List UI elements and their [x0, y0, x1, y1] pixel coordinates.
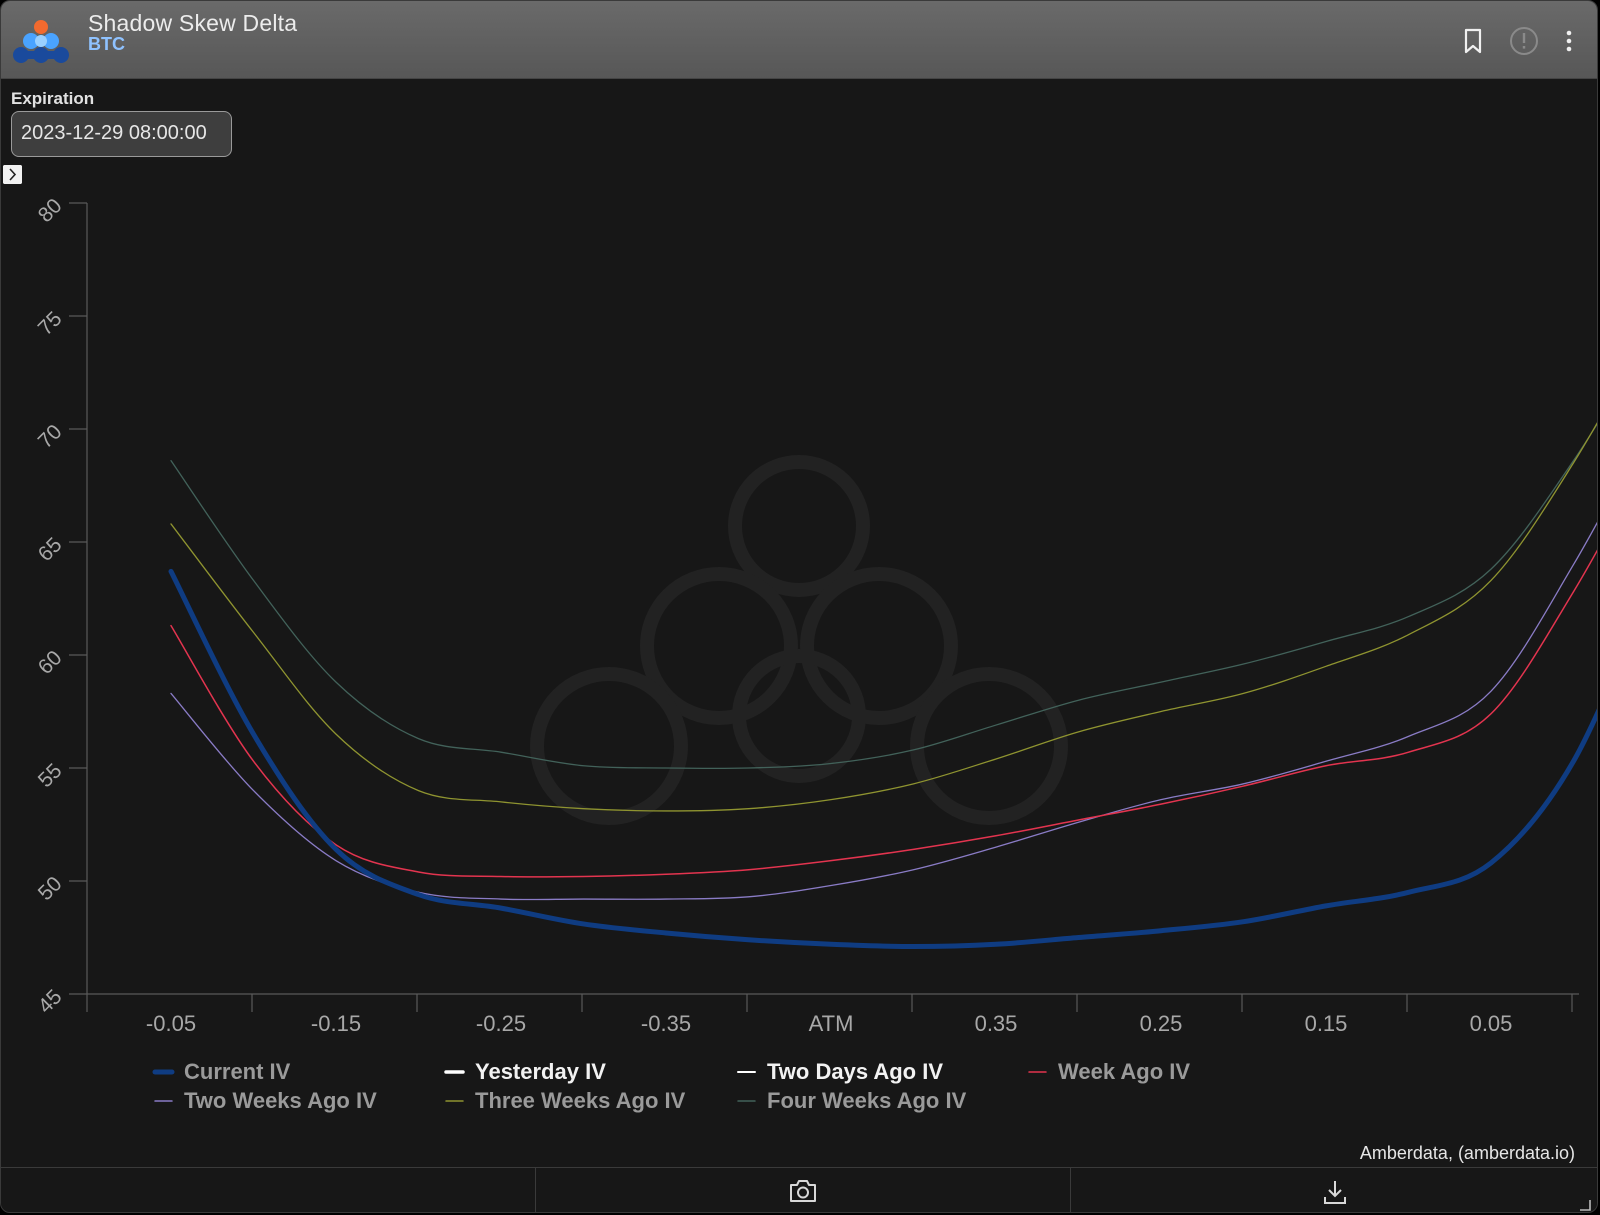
amberdata-logo-icon [13, 20, 69, 63]
camera-icon [790, 1180, 816, 1202]
series-line-two-weeks-ago-iv [170, 521, 1597, 901]
x-tick-label: ATM [809, 1011, 854, 1036]
x-tick-label: 0.15 [1305, 1011, 1348, 1036]
x-tick-label: -0.25 [476, 1011, 526, 1036]
footer-blank-cell [1, 1168, 536, 1212]
legend-item-two-weeks-ago-iv[interactable]: Two Weeks Ago IV [154, 1088, 377, 1113]
widget-subtitle: BTC [88, 34, 125, 54]
legend-label: Three Weeks Ago IV [475, 1088, 686, 1113]
more-options-icon[interactable] [1561, 27, 1577, 55]
series-line-week-ago-iv [170, 549, 1597, 878]
legend-label: Yesterday IV [475, 1059, 606, 1084]
widget-header: Shadow Skew Delta BTC [1, 1, 1597, 79]
download-icon [1324, 1181, 1346, 1204]
chevron-right-icon[interactable] [3, 165, 22, 184]
series-line-four-weeks-ago-iv [170, 423, 1597, 770]
resize-handle-icon[interactable] [1579, 1199, 1591, 1211]
legend-item-week-ago-iv[interactable]: Week Ago IV [1028, 1059, 1190, 1084]
x-tick-label: -0.35 [641, 1011, 691, 1036]
y-tick-label: 75 [34, 307, 67, 340]
x-tick-label: -0.15 [311, 1011, 361, 1036]
legend-label: Four Weeks Ago IV [767, 1088, 967, 1113]
chart-attribution: Amberdata, (amberdata.io) [1359, 1143, 1575, 1163]
y-tick-label: 65 [34, 533, 67, 566]
legend-item-two-days-ago-iv[interactable]: Two Days Ago IV [737, 1059, 943, 1084]
download-button[interactable] [1071, 1168, 1597, 1212]
x-tick-label: 0.05 [1470, 1011, 1513, 1036]
legend-label: Two Days Ago IV [767, 1059, 943, 1084]
x-tick-label: -0.05 [146, 1011, 196, 1036]
bookmark-icon[interactable] [1459, 27, 1487, 55]
y-tick-label: 50 [34, 872, 67, 905]
y-tick-label: 70 [34, 420, 67, 453]
x-tick-label: 0.25 [1140, 1011, 1183, 1036]
widget-footer [1, 1167, 1597, 1212]
y-tick-label: 60 [34, 646, 67, 679]
skew-chart: -0.05 -0.15 -0.25 -0.35 ATM 0.35 0.25 0.15 0.05 … [34, 194, 1597, 1113]
legend-item-yesterday-iv[interactable]: Yesterday IV [444, 1059, 606, 1084]
y-tick-label: 80 [34, 194, 67, 227]
alert-icon[interactable] [1509, 26, 1539, 56]
watermark-logo-icon [530, 455, 1068, 825]
legend-label: Two Weeks Ago IV [184, 1088, 377, 1113]
series-line-three-weeks-ago-iv [170, 422, 1597, 812]
legend-label: Current IV [184, 1059, 291, 1084]
screenshot-button[interactable] [536, 1168, 1071, 1212]
y-tick-label: 45 [34, 985, 67, 1018]
series-line-current-iv [168, 568, 1597, 950]
x-tick-label: 0.35 [975, 1011, 1018, 1036]
expiration-label: Expiration [11, 89, 95, 108]
legend-item-four-weeks-ago-iv[interactable]: Four Weeks Ago IV [737, 1088, 967, 1113]
legend-item-three-weeks-ago-iv[interactable]: Three Weeks Ago IV [445, 1088, 686, 1113]
widget-title: Shadow Skew Delta [88, 10, 298, 36]
legend-item-current-iv[interactable]: Current IV [152, 1059, 291, 1084]
y-tick-label: 55 [34, 759, 67, 792]
expiration-select[interactable]: 2023-12-29 08:00:00 [11, 111, 232, 157]
legend-label: Week Ago IV [1058, 1059, 1190, 1084]
